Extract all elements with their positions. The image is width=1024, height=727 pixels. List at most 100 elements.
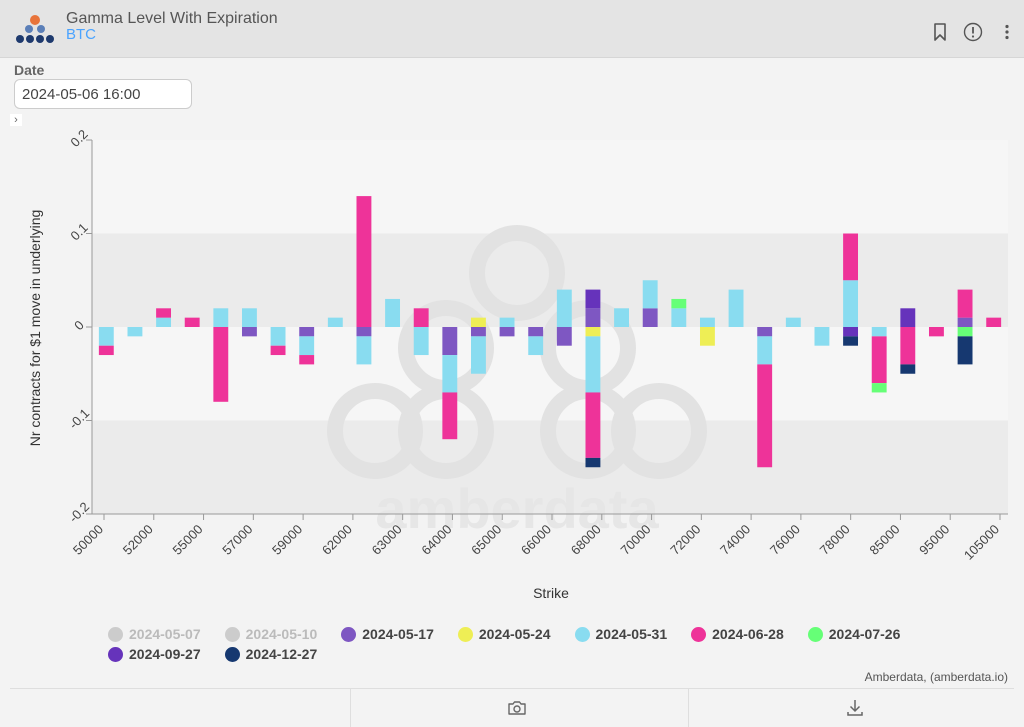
bar-segment[interactable] [757, 336, 773, 365]
bar-segment[interactable] [442, 392, 458, 440]
x-tick-label: 72000 [667, 522, 703, 558]
bar-segment[interactable] [528, 327, 544, 337]
bar-segment[interactable] [614, 308, 630, 327]
bar-segment[interactable] [528, 336, 544, 356]
bar-segment[interactable] [213, 327, 229, 402]
bar-segment[interactable] [728, 289, 744, 327]
date-input[interactable] [14, 79, 192, 109]
x-tick-label: 76000 [767, 522, 803, 558]
bar-segment[interactable] [299, 355, 315, 365]
bar-segment[interactable] [843, 280, 859, 327]
bar-segment[interactable] [470, 336, 486, 374]
legend-swatch-icon [691, 626, 707, 642]
legend-item[interactable]: 2024-09-27 [108, 646, 201, 662]
expand-toggle-icon[interactable]: › [10, 114, 22, 126]
bar-segment[interactable] [757, 327, 773, 337]
bar-segment[interactable] [270, 345, 286, 356]
legend-item[interactable]: 2024-05-17 [341, 626, 434, 642]
bar-segment[interactable] [957, 289, 973, 318]
info-icon[interactable] [963, 22, 983, 42]
legend-label: 2024-12-27 [245, 646, 318, 662]
more-vertical-icon[interactable] [997, 22, 1017, 42]
bar-segment[interactable] [356, 336, 372, 365]
legend-label: 2024-05-24 [478, 626, 551, 642]
bar-segment[interactable] [585, 327, 601, 337]
bar-segment[interactable] [814, 327, 830, 346]
bar-segment[interactable] [642, 308, 658, 327]
bar-segment[interactable] [957, 317, 973, 327]
bar-segment[interactable] [871, 383, 887, 393]
legend-item[interactable]: 2024-05-07 [108, 626, 201, 642]
y-tick-label: 0.2 [67, 128, 90, 150]
bar-segment[interactable] [98, 327, 114, 346]
bar-segment[interactable] [642, 280, 658, 309]
legend-item[interactable]: 2024-06-28 [691, 626, 784, 642]
bar-segment[interactable] [585, 336, 601, 393]
x-tick-label: 62000 [319, 522, 355, 558]
bar-segment[interactable] [299, 336, 315, 356]
legend-swatch-icon [108, 626, 123, 642]
bar-segment[interactable] [757, 364, 773, 468]
bar-segment[interactable] [299, 327, 315, 337]
bar-segment[interactable] [900, 364, 916, 374]
download-icon[interactable] [845, 698, 865, 718]
bar-segment[interactable] [356, 327, 372, 337]
bar-segment[interactable] [556, 289, 572, 327]
bar-segment[interactable] [843, 233, 859, 281]
bar-segment[interactable] [785, 317, 801, 327]
bar-segment[interactable] [241, 308, 257, 327]
legend-item[interactable]: 2024-12-27 [224, 646, 318, 662]
bar-segment[interactable] [585, 308, 601, 327]
bar-segment[interactable] [385, 298, 401, 327]
bar-segment[interactable] [213, 308, 229, 327]
legend-item[interactable]: 2024-05-10 [224, 626, 317, 642]
bar-segment[interactable] [499, 327, 515, 337]
legend-label: 2024-09-27 [129, 646, 201, 662]
bar-segment[interactable] [241, 327, 257, 337]
date-label: Date [14, 62, 45, 78]
bar-segment[interactable] [900, 327, 916, 365]
legend-item[interactable]: 2024-05-24 [457, 626, 551, 642]
bar-segment[interactable] [156, 308, 172, 318]
bar-segment[interactable] [585, 457, 601, 468]
bar-segment[interactable] [127, 327, 143, 337]
bar-segment[interactable] [98, 345, 114, 356]
bar-segment[interactable] [671, 298, 687, 309]
bar-segment[interactable] [413, 308, 429, 327]
bar-segment[interactable] [986, 317, 1002, 327]
bar-segment[interactable] [957, 336, 973, 365]
bar-segment[interactable] [442, 327, 458, 356]
bar-segment[interactable] [184, 317, 200, 327]
camera-icon[interactable] [507, 698, 527, 718]
bar-segment[interactable] [156, 317, 172, 327]
bar-segment[interactable] [928, 327, 944, 337]
bar-segment[interactable] [871, 336, 887, 384]
bar-segment[interactable] [699, 327, 715, 346]
bar-segment[interactable] [871, 327, 887, 337]
bar-segment[interactable] [843, 327, 859, 337]
bar-segment[interactable] [900, 308, 916, 327]
bar-segment[interactable] [470, 317, 486, 327]
bar-segment[interactable] [957, 327, 973, 337]
bar-segment[interactable] [327, 317, 343, 327]
legend-label: 2024-05-31 [595, 626, 668, 642]
bar-segment[interactable] [585, 289, 601, 309]
bar-segment[interactable] [470, 327, 486, 337]
bookmark-icon[interactable] [930, 22, 950, 42]
bar-segment[interactable] [499, 317, 515, 327]
bar-segment[interactable] [413, 327, 429, 356]
bar-segment[interactable] [356, 196, 372, 327]
legend-item[interactable]: 2024-07-26 [807, 626, 900, 642]
legend-swatch-icon [807, 626, 823, 642]
bar-segment[interactable] [843, 336, 859, 346]
bar-segment[interactable] [442, 355, 458, 393]
bar-segment[interactable] [699, 317, 715, 327]
bar-segment[interactable] [556, 327, 572, 346]
amberdata-logo-icon [16, 15, 54, 43]
bar-segment[interactable] [585, 392, 601, 458]
grid-band [92, 140, 1008, 234]
legend-item[interactable]: 2024-05-31 [574, 626, 668, 642]
bar-segment[interactable] [671, 308, 687, 327]
bar-segment[interactable] [270, 327, 286, 346]
